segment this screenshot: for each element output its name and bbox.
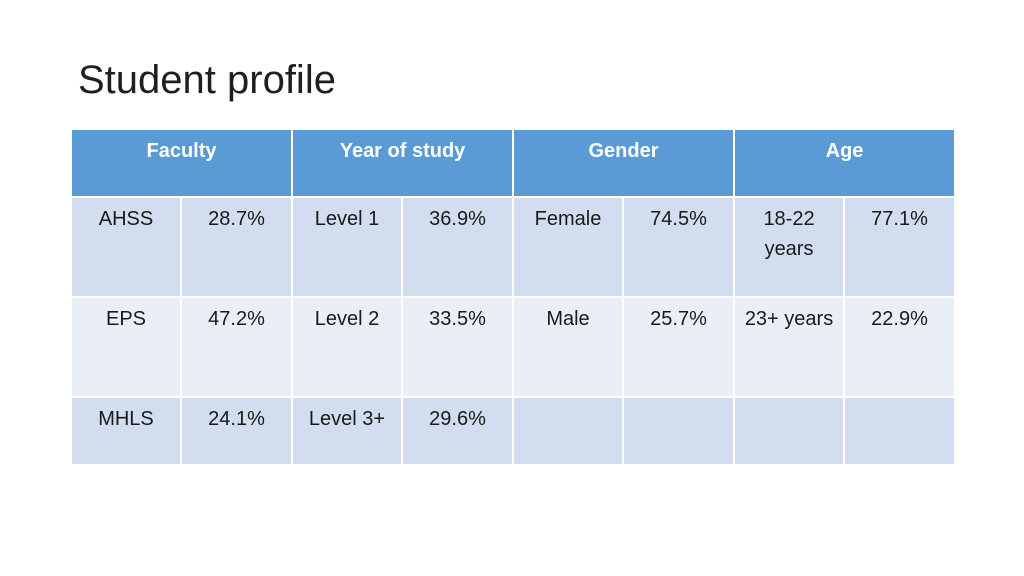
table-cell: 22.9% [843, 296, 957, 398]
table-cell: 47.2% [180, 296, 293, 398]
header-age: Age [733, 128, 957, 198]
table-cell: Female [512, 196, 625, 298]
table-cell: 33.5% [400, 296, 515, 398]
table-cell [733, 396, 846, 466]
table-header-row: Faculty Year of study Gender Age [70, 128, 957, 198]
header-year-of-study: Year of study [290, 128, 515, 198]
table-cell: 36.9% [400, 196, 515, 298]
table-cell: Level 1 [291, 196, 403, 298]
table-row: EPS 47.2% Level 2 33.5% Male 25.7% 23+ y… [70, 296, 957, 398]
table-cell: Level 3+ [291, 396, 403, 466]
header-faculty: Faculty [70, 128, 293, 198]
table-cell: 24.1% [180, 396, 293, 466]
table-cell [512, 396, 625, 466]
header-gender: Gender [512, 128, 736, 198]
table-cell: Male [512, 296, 625, 398]
table-cell: Level 2 [291, 296, 403, 398]
student-profile-table: Faculty Year of study Gender Age AHSS 28… [70, 128, 957, 466]
table-cell: 28.7% [180, 196, 293, 298]
table-cell: 77.1% [843, 196, 957, 298]
table-row: MHLS 24.1% Level 3+ 29.6% [70, 396, 957, 466]
table-cell: 23+ years [733, 296, 846, 398]
table-cell: 18-22 years [733, 196, 846, 298]
table-cell [843, 396, 957, 466]
table-cell: 25.7% [622, 296, 736, 398]
table-cell: EPS [70, 296, 182, 398]
table-row: AHSS 28.7% Level 1 36.9% Female 74.5% 18… [70, 196, 957, 298]
page-title: Student profile [78, 58, 336, 102]
table-cell [622, 396, 736, 466]
table-cell: 29.6% [400, 396, 515, 466]
table-cell: AHSS [70, 196, 182, 298]
table-cell: MHLS [70, 396, 182, 466]
table-cell: 74.5% [622, 196, 736, 298]
